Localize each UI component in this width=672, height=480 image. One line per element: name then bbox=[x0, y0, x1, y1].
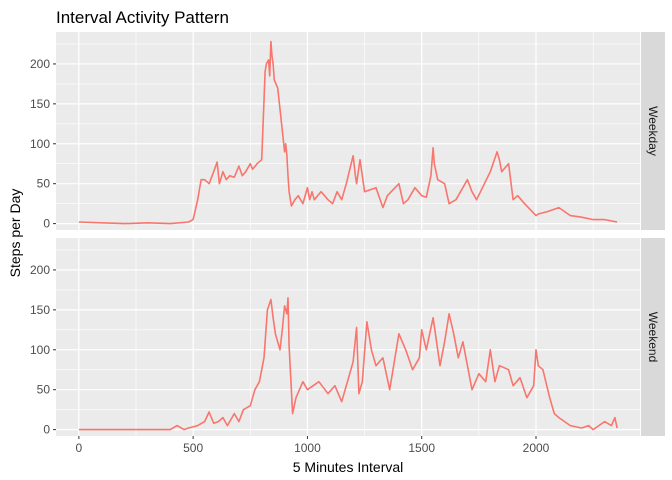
y-axis-title: Steps per Day bbox=[7, 189, 23, 278]
facet-panel-weekday: 0 50 100 150 200 Weekday bbox=[30, 32, 665, 231]
facet-strip bbox=[641, 32, 665, 230]
facets: 0 50 100 150 200 Weekday 0 50 100 150 200 Weekend bbox=[30, 32, 665, 437]
y-tick-label: 0 bbox=[43, 423, 50, 437]
y-tick-label: 100 bbox=[30, 343, 50, 357]
facet-panel-weekend: 0 50 100 150 200 Weekend bbox=[30, 238, 665, 437]
y-tick-label: 200 bbox=[30, 263, 50, 277]
chart-title: Interval Activity Pattern bbox=[56, 8, 229, 27]
x-tick-label: 1000 bbox=[294, 441, 321, 455]
y-tick-label: 150 bbox=[30, 303, 50, 317]
y-tick-label: 0 bbox=[43, 217, 50, 231]
y-tick-label: 50 bbox=[37, 383, 51, 397]
x-tick-label: 500 bbox=[183, 441, 203, 455]
series-line-weekday bbox=[78, 40, 618, 225]
y-tick-label: 50 bbox=[37, 177, 51, 191]
panel-background bbox=[56, 238, 640, 436]
x-axis: 0 500 1000 1500 2000 bbox=[76, 436, 550, 455]
x-tick-label: 2000 bbox=[523, 441, 550, 455]
facet-strip-label: Weekday bbox=[646, 106, 660, 156]
series-line-weekend bbox=[78, 297, 618, 431]
y-tick-label: 200 bbox=[30, 57, 50, 71]
x-tick-label: 1500 bbox=[408, 441, 435, 455]
y-tick-label: 150 bbox=[30, 97, 50, 111]
facet-strip-label: Weekend bbox=[646, 312, 660, 362]
x-axis-title: 5 Minutes Interval bbox=[293, 459, 404, 475]
x-tick-label: 0 bbox=[76, 441, 83, 455]
y-tick-label: 100 bbox=[30, 137, 50, 151]
panel-background bbox=[56, 32, 640, 230]
facet-strip bbox=[641, 238, 665, 436]
